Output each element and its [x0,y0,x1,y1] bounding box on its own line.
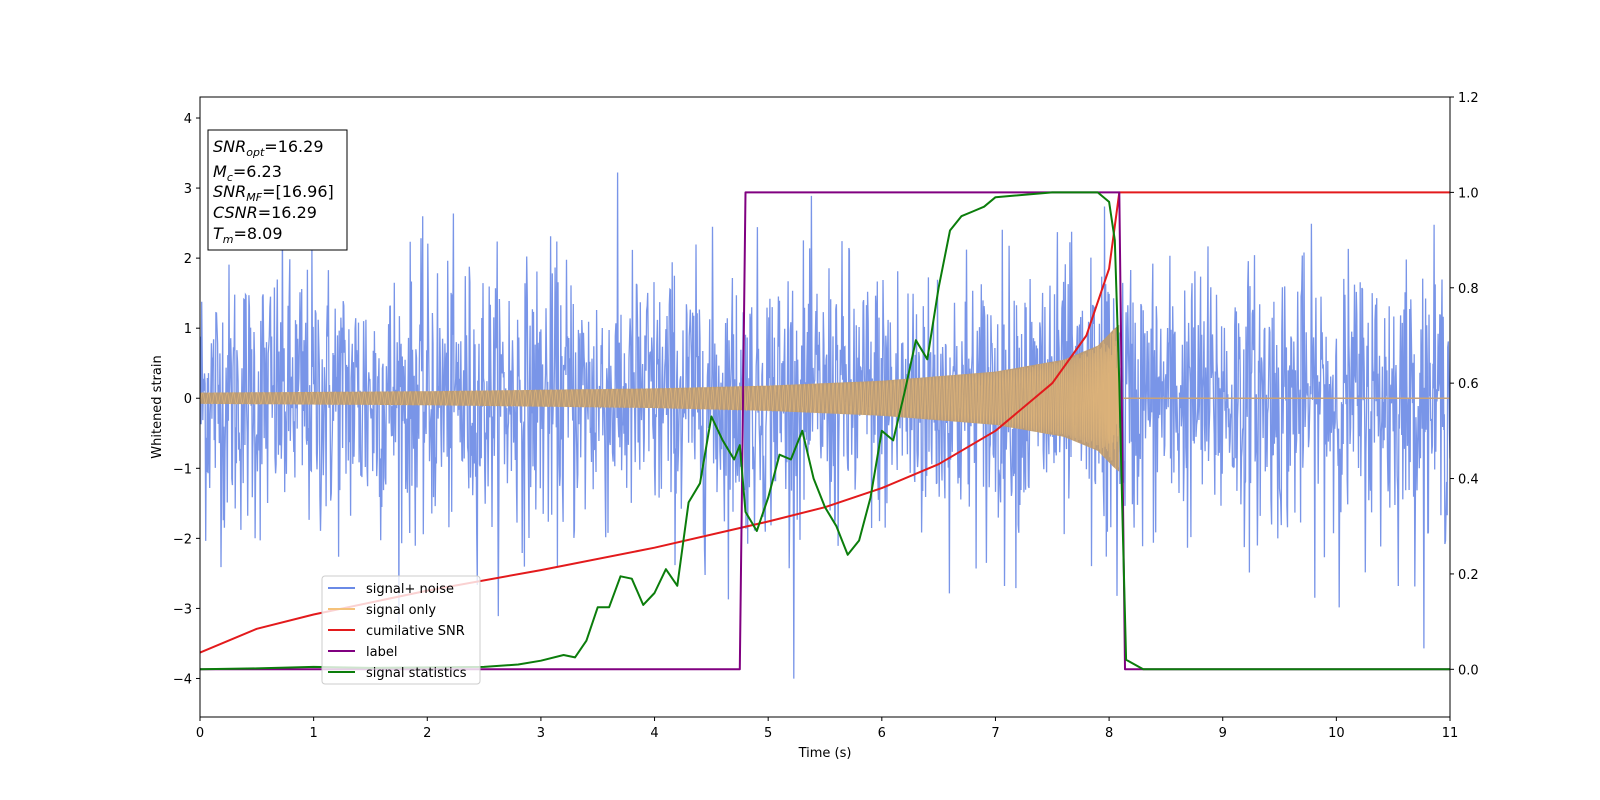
y-right-tick-label: 0.8 [1458,282,1479,297]
y-left-tick-label: −2 [173,532,192,547]
y-right-tick-label: 0.0 [1458,663,1479,678]
annotation-frame [207,129,348,251]
legend-entry-label: signal only [366,603,436,618]
annotation-line: Tm=8.09 [213,224,283,246]
y-left-tick-label: 3 [184,182,192,197]
y-axis-label-left: Whitened strain [150,355,165,458]
x-tick-label: 11 [1442,726,1459,741]
y-right-tick-label: 1.0 [1458,186,1479,201]
y-left-tick-label: 1 [184,322,192,337]
axes-ticks: 0 1 2 3 4 5 6 7 8 9 10 11 −4 −3 −2 −1 0 1 2 3 4 0.0 0.2 0.4 0.6 0… [173,91,1479,741]
y-left-tick-label: −1 [173,462,192,477]
annotation-line: CSNR=16.29 [213,203,317,222]
x-tick-label: 2 [423,726,431,741]
y-right-tick-label: 0.6 [1458,377,1479,392]
y-right-tick-label: 0.4 [1458,473,1479,488]
plot-frame [199,96,1451,718]
annotation-line: SNRMF=[16.96] [213,182,334,204]
series-signal-noise-line [200,172,1450,679]
annotation-line: SNRopt=16.29 [213,137,324,159]
x-tick-label: 10 [1328,726,1345,741]
legend-entry-label: signal+ noise [366,582,454,597]
x-tick-label: 4 [650,726,658,741]
y-right-tick-label: 1.2 [1458,91,1479,106]
x-tick-label: 5 [764,726,772,741]
legend: signal+ noise signal only cumilative SNR la… [321,575,481,685]
legend-entry-label: cumilative SNR [366,624,465,639]
y-right-tick-label: 0.2 [1458,568,1479,583]
x-tick-label: 8 [1105,726,1113,741]
x-tick-label: 0 [196,726,204,741]
x-axis-label: Time (s) [798,746,852,761]
legend-frame [321,575,481,685]
y-left-tick-label: 4 [184,112,192,127]
y-left-tick-label: 0 [184,392,192,407]
series-signal-only-line [200,329,1120,470]
legend-entry-label: signal statistics [366,666,467,681]
annotation-box: SNRopt=16.29 Mc=6.23SNRMF=[16.96]CSNR=16.… [207,129,348,251]
y-left-tick-label: −4 [173,672,192,687]
series-signal-statistics-line [200,191,1450,671]
x-tick-label: 6 [878,726,886,741]
annotation-line: Mc=6.23 [213,162,282,184]
x-tick-label: 9 [1219,726,1227,741]
y-left-tick-label: −3 [173,602,192,617]
x-tick-label: 7 [991,726,999,741]
legend-entry-label: label [366,645,397,660]
y-left-tick-label: 2 [184,252,192,267]
x-tick-label: 3 [537,726,545,741]
x-tick-label: 1 [309,726,317,741]
